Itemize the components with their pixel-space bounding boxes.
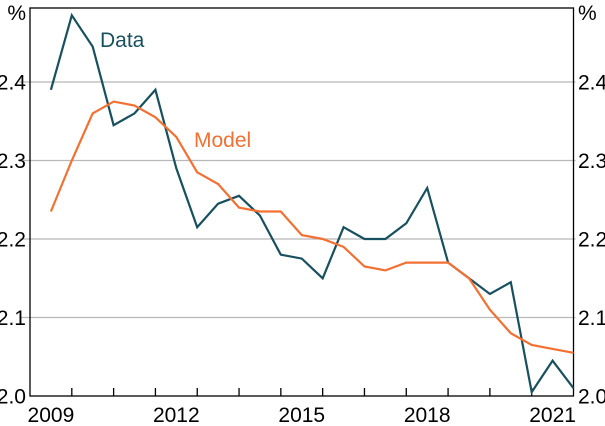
series-label-data: Data xyxy=(100,29,145,52)
x-axis-label: 2012 xyxy=(153,404,200,426)
unit-label-left: % xyxy=(7,2,26,25)
x-axis-label: 2015 xyxy=(278,404,325,426)
y-axis-label-left: 2.2 xyxy=(0,229,26,252)
series-label-model: Model xyxy=(194,129,251,152)
x-axis-label: 2018 xyxy=(404,404,451,426)
y-axis-label-left: 2.1 xyxy=(0,307,26,330)
y-axis-label-right: 2.1 xyxy=(578,307,605,330)
unit-label-right: % xyxy=(578,2,597,25)
y-axis-label-right: 2.3 xyxy=(578,150,605,173)
y-axis-label-right: 2.0 xyxy=(578,386,605,409)
y-axis-label-left: 2.3 xyxy=(0,150,26,173)
y-axis-label-right: 2.2 xyxy=(578,229,605,252)
series-line-data xyxy=(49,12,575,395)
series-line-model xyxy=(49,100,574,354)
x-axis-label: 2021 xyxy=(529,404,576,426)
plot-frame xyxy=(29,7,575,397)
y-axis-label-right: 2.4 xyxy=(578,72,605,95)
x-axis-label: 2009 xyxy=(28,404,75,426)
y-axis-label-left: 2.4 xyxy=(0,72,26,95)
y-axis-label-left: 2.0 xyxy=(0,386,26,409)
